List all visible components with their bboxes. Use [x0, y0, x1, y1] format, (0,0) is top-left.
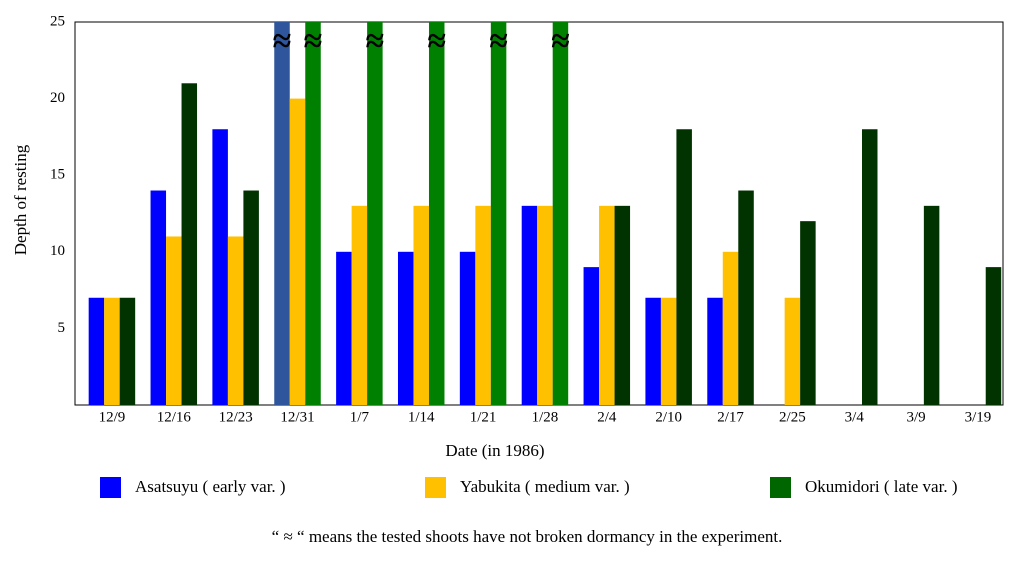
- bar: [645, 297, 661, 405]
- bar: [367, 22, 383, 405]
- legend-label: Okumidori ( late var. ): [805, 477, 958, 496]
- legend-swatch: [100, 477, 121, 498]
- bar: [104, 297, 120, 405]
- bar: [459, 251, 476, 405]
- legend-swatch: [770, 477, 791, 498]
- bar: [784, 297, 801, 405]
- break-mark: ≈: [551, 23, 570, 60]
- bar: [475, 205, 491, 405]
- break-mark: ≈: [489, 23, 508, 60]
- note: “ ≈ “ means the tested shoots have not b…: [272, 527, 783, 546]
- y-tick-label: 20: [50, 90, 65, 106]
- y-axis-label: Depth of resting: [11, 144, 30, 255]
- bar: [800, 221, 816, 405]
- x-tick-label: 2/25: [779, 409, 806, 425]
- x-tick-label: 12/16: [157, 409, 192, 425]
- bar: [599, 205, 615, 405]
- bar: [428, 22, 445, 405]
- x-tick-label: 12/23: [219, 409, 253, 425]
- bar: [166, 236, 182, 405]
- bar: [413, 205, 429, 405]
- x-tick-label: 2/10: [655, 409, 682, 425]
- legend-swatch: [425, 477, 446, 498]
- bar: [722, 251, 739, 405]
- x-tick-label: 1/7: [350, 409, 370, 425]
- bar: [150, 190, 167, 405]
- bar: [660, 297, 677, 405]
- bar: [305, 22, 321, 405]
- x-tick-label: 12/31: [280, 409, 314, 425]
- break-mark: ≈: [273, 23, 292, 60]
- y-tick-label: 5: [58, 320, 66, 336]
- x-tick-label: 1/28: [532, 409, 559, 425]
- bar: [336, 251, 352, 405]
- y-tick-label: 15: [50, 167, 65, 183]
- legend-label: Asatsuyu ( early var. ): [135, 477, 286, 496]
- bar: [243, 190, 259, 405]
- bar: [738, 190, 754, 405]
- x-tick-label: 12/9: [99, 409, 126, 425]
- x-axis-label: Date (in 1986): [445, 441, 544, 460]
- x-tick-label: 1/21: [470, 409, 497, 425]
- bar: [274, 22, 290, 405]
- bar: [289, 98, 306, 405]
- x-tick-label: 2/17: [717, 409, 744, 425]
- y-tick-label: 10: [50, 243, 65, 259]
- break-mark: ≈: [427, 23, 446, 60]
- x-tick-label: 2/4: [597, 409, 617, 425]
- bar: [490, 22, 507, 405]
- bar: [227, 236, 244, 405]
- bar: [614, 205, 631, 405]
- bar: [537, 205, 553, 405]
- bar: [212, 129, 228, 406]
- x-tick-label: 3/9: [907, 409, 926, 425]
- bar: [119, 297, 136, 405]
- bar: [521, 205, 538, 405]
- legend-label: Yabukita ( medium var. ): [460, 477, 630, 496]
- bar: [583, 267, 600, 405]
- bar: [88, 297, 105, 405]
- bar: [676, 129, 692, 406]
- bar: [985, 267, 1002, 405]
- bar: [351, 205, 368, 405]
- x-tick-label: 3/19: [965, 409, 992, 425]
- bar: [181, 83, 198, 405]
- x-tick-label: 1/14: [408, 409, 435, 425]
- bar: [923, 205, 940, 405]
- break-mark: ≈: [304, 23, 323, 60]
- bar: [707, 297, 723, 405]
- bar: [397, 251, 414, 405]
- bar: [862, 129, 878, 406]
- x-tick-label: 3/4: [845, 409, 865, 425]
- y-tick-label: 25: [50, 13, 65, 29]
- bar: [552, 22, 569, 405]
- break-mark: ≈: [366, 23, 385, 60]
